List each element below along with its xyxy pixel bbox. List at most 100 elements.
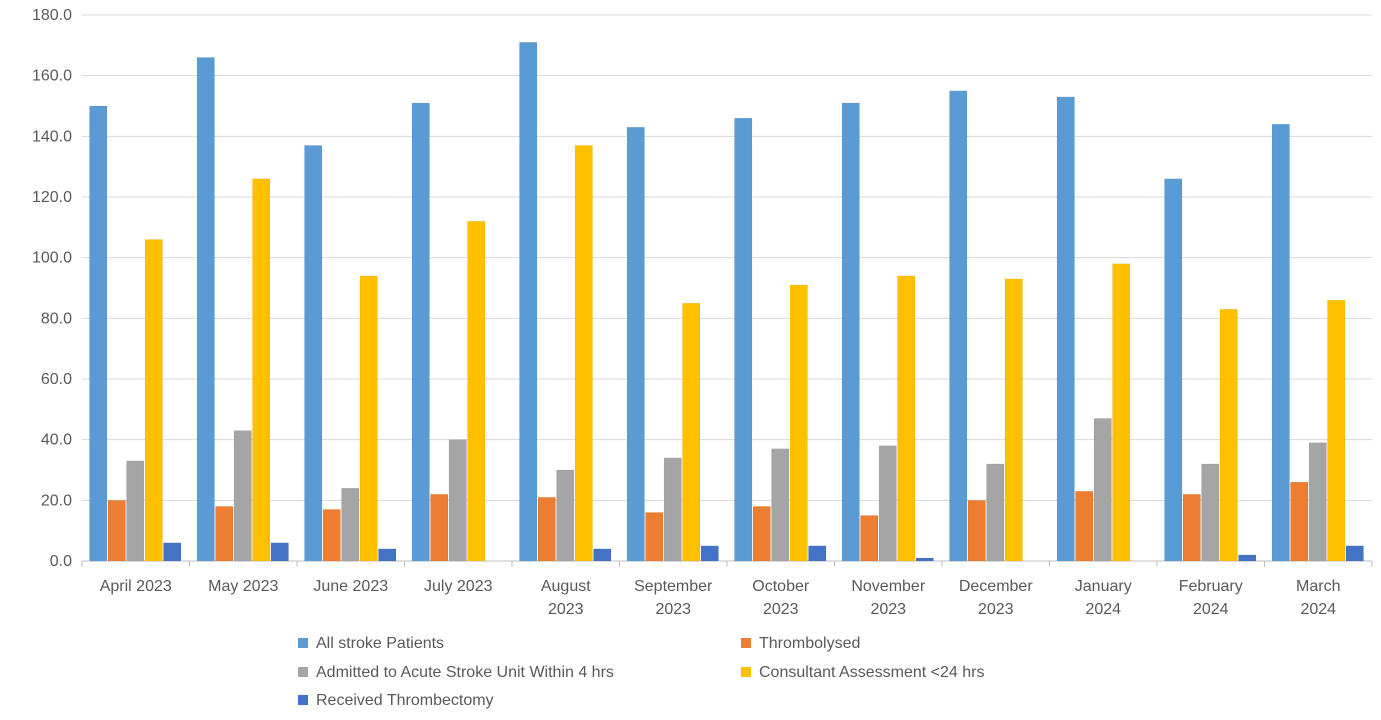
legend-item: Consultant Assessment <24 hrs	[741, 664, 984, 681]
x-tick-label: November 2023	[851, 578, 925, 618]
y-tick-label: 40.0	[41, 432, 72, 449]
bar-consultant-assessment-24-hrs-2	[359, 275, 378, 562]
bar-all-stroke-patients-11	[1271, 123, 1290, 562]
bar-thrombolysed-3	[430, 494, 449, 562]
y-tick-label: 0.0	[50, 553, 72, 570]
x-tick-label-line: March	[1296, 578, 1340, 595]
bar-all-stroke-patients-2	[304, 145, 323, 562]
legend-label: Received Thrombectomy	[316, 692, 494, 709]
x-tick-label-line: 2023	[655, 601, 691, 618]
x-tick-label-line: February	[1179, 578, 1243, 595]
bar-received-thrombectomy-1	[270, 542, 289, 562]
bar-received-thrombectomy-5	[700, 545, 719, 562]
x-tick-label-line: 2024	[1193, 601, 1229, 618]
bar-received-thrombectomy-10	[1238, 554, 1257, 562]
legend-label: All stroke Patients	[316, 635, 444, 652]
y-tick-label: 160.0	[32, 68, 72, 85]
x-tick-label-line: January	[1075, 578, 1132, 595]
bar-consultant-assessment-24-hrs-11	[1327, 299, 1346, 562]
bar-admitted-to-acute-stroke-unit-within-4-hrs-3	[448, 439, 467, 562]
bar-consultant-assessment-24-hrs-5	[682, 302, 701, 562]
bar-consultant-assessment-24-hrs-6	[789, 284, 808, 562]
bar-consultant-assessment-24-hrs-0	[144, 239, 163, 562]
bar-thrombolysed-8	[967, 500, 986, 562]
x-tick-label: July 2023	[424, 578, 493, 595]
x-tick-label: April 2023	[100, 578, 172, 595]
y-tick-label: 80.0	[41, 310, 72, 327]
bar-thrombolysed-10	[1182, 494, 1201, 562]
bar-all-stroke-patients-3	[411, 102, 430, 562]
bar-received-thrombectomy-2	[378, 548, 397, 562]
y-tick-label: 100.0	[32, 250, 72, 267]
bar-all-stroke-patients-0	[89, 105, 108, 562]
x-tick-label-line: 2023	[763, 601, 799, 618]
bar-all-stroke-patients-6	[734, 117, 753, 562]
bar-consultant-assessment-24-hrs-9	[1112, 263, 1131, 562]
bars	[89, 42, 1364, 562]
x-tick-label: December 2023	[959, 578, 1033, 618]
legend-swatch	[741, 638, 751, 648]
legend-swatch	[298, 667, 308, 677]
y-tick-label: 140.0	[32, 128, 72, 145]
x-tick-label-line: August	[541, 578, 591, 595]
bar-received-thrombectomy-4	[593, 548, 612, 562]
legend-label: Consultant Assessment <24 hrs	[759, 664, 984, 681]
bar-received-thrombectomy-0	[163, 542, 182, 562]
legend-swatch	[741, 667, 751, 677]
x-tick-label-line: 2023	[870, 601, 906, 618]
bar-consultant-assessment-24-hrs-3	[467, 221, 486, 562]
x-tick-label-line: 2024	[1085, 601, 1121, 618]
x-tick-label: August 2023	[541, 578, 591, 618]
legend-item: Received Thrombectomy	[298, 692, 494, 709]
bar-received-thrombectomy-6	[808, 545, 827, 562]
x-tick-label: May 2023	[208, 578, 278, 595]
y-tick-label: 60.0	[41, 371, 72, 388]
bar-received-thrombectomy-7	[915, 557, 934, 562]
bar-thrombolysed-11	[1290, 481, 1309, 562]
bar-admitted-to-acute-stroke-unit-within-4-hrs-11	[1308, 442, 1327, 562]
bar-admitted-to-acute-stroke-unit-within-4-hrs-4	[556, 469, 575, 562]
bar-thrombolysed-6	[752, 506, 771, 562]
y-tick-label: 20.0	[41, 492, 72, 509]
y-axis-ticks: 0.0 20.0 40.0 60.0 80.0 100.0 120.0 140.0 160.0 1…	[32, 7, 72, 570]
bar-consultant-assessment-24-hrs-4	[574, 145, 593, 562]
legend-item: Thrombolysed	[741, 635, 860, 652]
bar-all-stroke-patients-1	[196, 57, 215, 562]
x-tick-label: September 2023	[634, 578, 713, 618]
bar-all-stroke-patients-10	[1164, 178, 1183, 562]
bar-thrombolysed-4	[537, 497, 556, 562]
x-tick-label: January 2024	[1075, 578, 1132, 618]
x-tick-label-line: June 2023	[313, 578, 388, 595]
x-tick-label: June 2023	[313, 578, 388, 595]
bar-all-stroke-patients-8	[949, 90, 968, 562]
bar-all-stroke-patients-9	[1056, 96, 1075, 562]
bar-thrombolysed-7	[860, 515, 879, 562]
x-tick-label-line: 2023	[548, 601, 584, 618]
bar-admitted-to-acute-stroke-unit-within-4-hrs-1	[233, 430, 252, 562]
bar-admitted-to-acute-stroke-unit-within-4-hrs-10	[1201, 463, 1220, 562]
legend-label: Admitted to Acute Stroke Unit Within 4 h…	[316, 664, 614, 681]
bar-received-thrombectomy-11	[1345, 545, 1364, 562]
x-tick-label-line: 2023	[978, 601, 1014, 618]
bar-thrombolysed-0	[107, 500, 126, 562]
bar-admitted-to-acute-stroke-unit-within-4-hrs-0	[126, 460, 145, 562]
bar-all-stroke-patients-7	[841, 102, 860, 562]
x-tick-label-line: April 2023	[100, 578, 172, 595]
x-tick-label-line: September	[634, 578, 713, 595]
x-tick-label: March 2024	[1296, 578, 1340, 618]
bar-admitted-to-acute-stroke-unit-within-4-hrs-9	[1093, 418, 1112, 562]
bar-admitted-to-acute-stroke-unit-within-4-hrs-6	[771, 448, 790, 562]
bar-thrombolysed-2	[322, 509, 341, 562]
y-tick-label: 120.0	[32, 189, 72, 206]
bar-thrombolysed-5	[645, 512, 664, 562]
bar-admitted-to-acute-stroke-unit-within-4-hrs-5	[663, 457, 682, 562]
bar-consultant-assessment-24-hrs-8	[1004, 278, 1023, 562]
bar-admitted-to-acute-stroke-unit-within-4-hrs-8	[986, 463, 1005, 562]
x-tick-label-line: July 2023	[424, 578, 493, 595]
gridlines	[82, 14, 1372, 562]
bar-all-stroke-patients-5	[626, 126, 645, 562]
legend-label: Thrombolysed	[759, 635, 860, 652]
x-tick-label-line: December	[959, 578, 1033, 595]
